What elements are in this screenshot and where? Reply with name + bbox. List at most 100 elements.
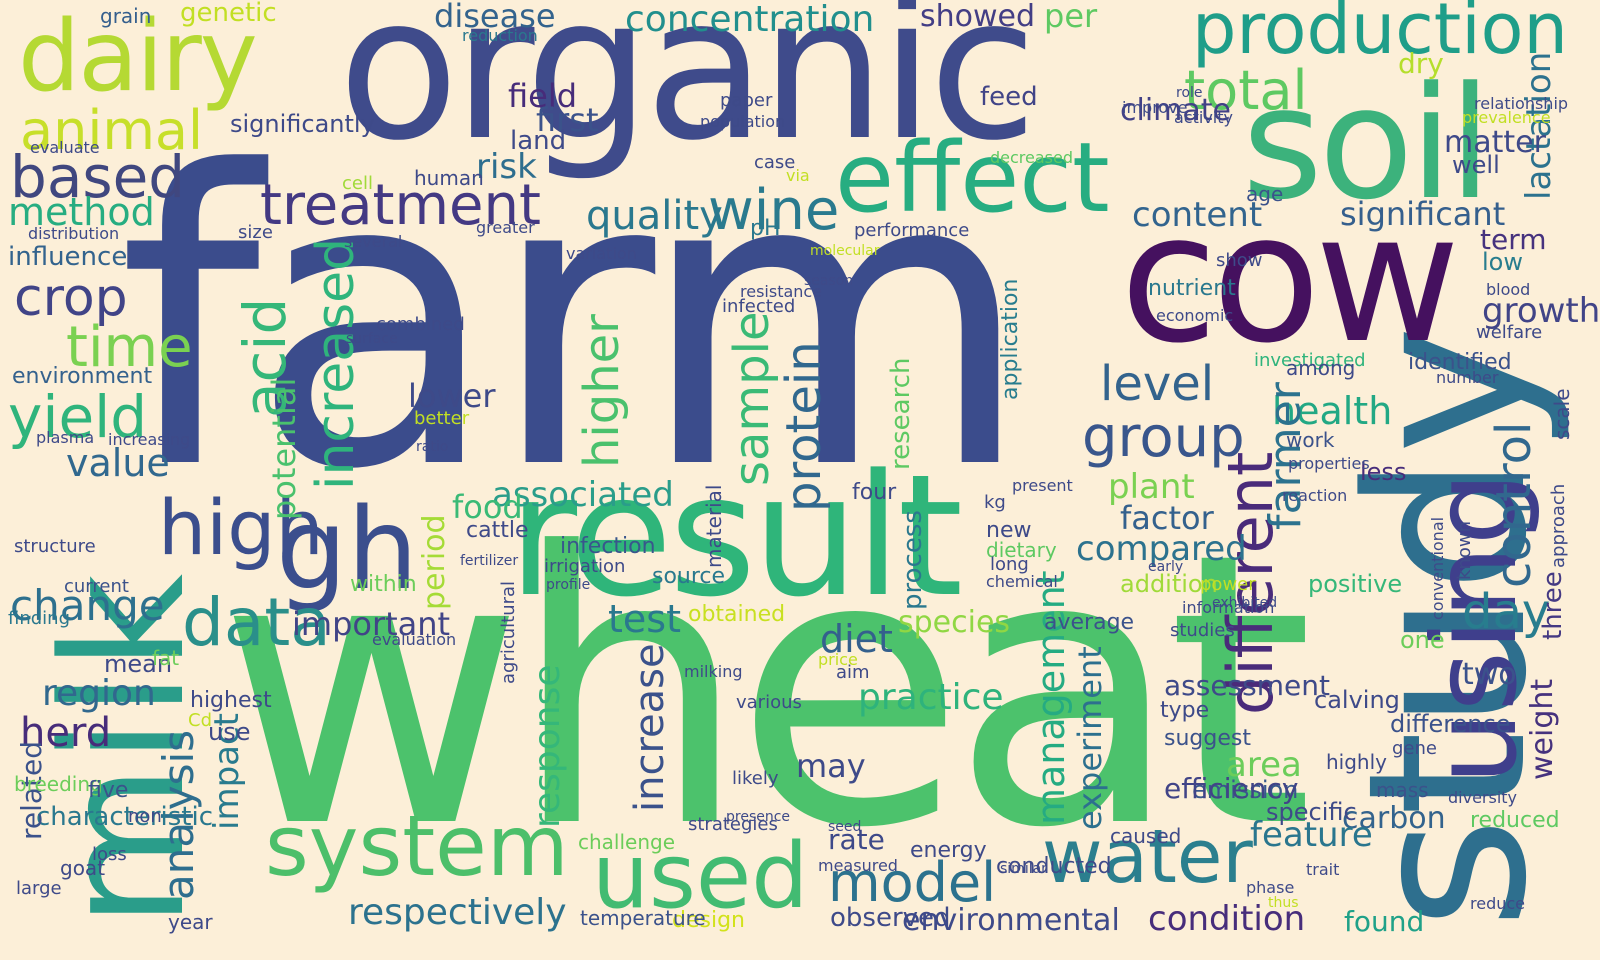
word-size: cell <box>342 173 373 194</box>
word-significantly: genetic <box>180 0 277 28</box>
word-environmental: environmental <box>902 903 1120 938</box>
word-variation: season <box>804 273 854 289</box>
word-region: region <box>42 673 156 714</box>
word-infected: milking <box>684 662 743 681</box>
word-large: five <box>88 778 129 803</box>
word-yield: yield <box>8 383 148 451</box>
word-positive: three <box>1538 571 1568 640</box>
word-field: risk <box>476 147 537 187</box>
word-local: reduce <box>1470 894 1526 913</box>
word-important: important <box>292 605 451 643</box>
word-reduced: carbon <box>1342 801 1446 836</box>
word-various: price <box>818 650 858 669</box>
word-current: Cd <box>188 710 212 731</box>
word-practice: practice <box>858 677 1004 718</box>
word-condition: condition <box>1148 899 1306 939</box>
word-process: within <box>350 572 417 597</box>
word-difference: calving <box>1314 686 1400 714</box>
word-energy: rate <box>828 823 885 856</box>
word-day: day <box>1462 584 1551 640</box>
word-highly: gene <box>1392 738 1437 759</box>
word-similar: measured <box>818 856 898 875</box>
word-provide: among <box>1286 356 1356 380</box>
word-research: process <box>898 510 928 610</box>
word-obtained: source <box>652 564 726 589</box>
word-within: average <box>1044 610 1135 635</box>
word-significant: significant <box>1340 195 1506 233</box>
word-addition: positive <box>1308 570 1403 598</box>
word-number: blood <box>1486 280 1531 299</box>
word-associated: associated <box>492 475 674 515</box>
word-molecular: infected <box>722 296 796 317</box>
word-three: weight <box>1525 678 1560 780</box>
word-climate: land <box>510 126 567 156</box>
word-specific: mass <box>1376 778 1429 802</box>
word-prevalence: evaluate <box>30 138 100 157</box>
word-treatment: treatment <box>260 173 541 238</box>
word-properties: approach <box>1548 483 1569 568</box>
word-cattle: better <box>414 408 470 429</box>
word-found: feature <box>1250 815 1373 855</box>
word-dry: showed <box>920 0 1036 34</box>
word-surface: variation <box>566 244 637 263</box>
word-long: present <box>1012 476 1073 495</box>
word-improve: paper <box>720 90 773 111</box>
word-model: model <box>828 851 997 914</box>
word-grain: influence <box>8 242 128 272</box>
word-collected: known <box>1454 521 1475 580</box>
word-seed: strategies <box>688 814 778 835</box>
word-without: dietary <box>986 538 1057 562</box>
word-factor: factor <box>1120 499 1214 537</box>
word-irrigation: agricultural <box>498 580 519 684</box>
word-concentration: concentration <box>625 0 875 40</box>
word-small: identified <box>1408 350 1512 375</box>
word-food: period <box>417 514 452 610</box>
word-determined: conventional <box>1428 516 1447 620</box>
word-strategies: likely <box>732 768 779 789</box>
word-environment: year <box>168 910 213 934</box>
word-clinical: decreased <box>990 148 1074 167</box>
word-protein: protein <box>776 341 832 512</box>
word-area: area <box>1226 745 1302 785</box>
word-lactation: dry <box>1398 47 1444 80</box>
word-fed: information <box>1182 598 1275 617</box>
word-power: diversity <box>1448 788 1518 807</box>
word-mean: large <box>16 878 62 899</box>
word-distribution: performance <box>854 220 970 241</box>
word-crop: crop <box>14 268 128 328</box>
word-across: irrigation <box>544 556 626 577</box>
word-four: cattle <box>466 518 529 543</box>
word-sample: sample <box>724 311 780 486</box>
word-several: combined <box>376 314 465 335</box>
word-emission: found <box>1344 905 1425 938</box>
word-soil: soil <box>1242 53 1492 234</box>
word-cell: human <box>414 166 484 190</box>
word-diet: diet <box>820 617 893 661</box>
word-increased: increased <box>306 237 366 490</box>
word-likely: aim <box>836 662 870 683</box>
word-compared: compared <box>1076 529 1247 569</box>
word-control: control <box>1486 421 1542 588</box>
word-measured: presence <box>726 809 791 825</box>
word-known: exhibited <box>1212 595 1278 611</box>
word-disease: disease <box>434 0 556 35</box>
word-price: fertilizer <box>460 553 519 569</box>
word-scale: welfare <box>1476 322 1543 343</box>
word-resistance: reduction <box>462 26 538 45</box>
word-reduction: properties <box>1288 454 1370 473</box>
word-farm: farm <box>118 86 1033 558</box>
word-result: result <box>508 438 963 634</box>
word-test: test <box>608 597 681 641</box>
word-experiment: experiment <box>1071 646 1109 830</box>
word-early: power <box>1200 574 1256 595</box>
word-increasing: finding <box>8 608 71 629</box>
word-trait: conducted <box>996 854 1112 879</box>
word-goat: breeding <box>14 772 103 796</box>
word-wine: wine <box>708 178 840 243</box>
word-loss: goat <box>60 856 106 880</box>
word-method: method <box>8 190 155 234</box>
word-characteristic: challenge <box>578 830 676 854</box>
word-tested: surface <box>346 331 398 347</box>
word-finding: fat <box>152 646 180 670</box>
